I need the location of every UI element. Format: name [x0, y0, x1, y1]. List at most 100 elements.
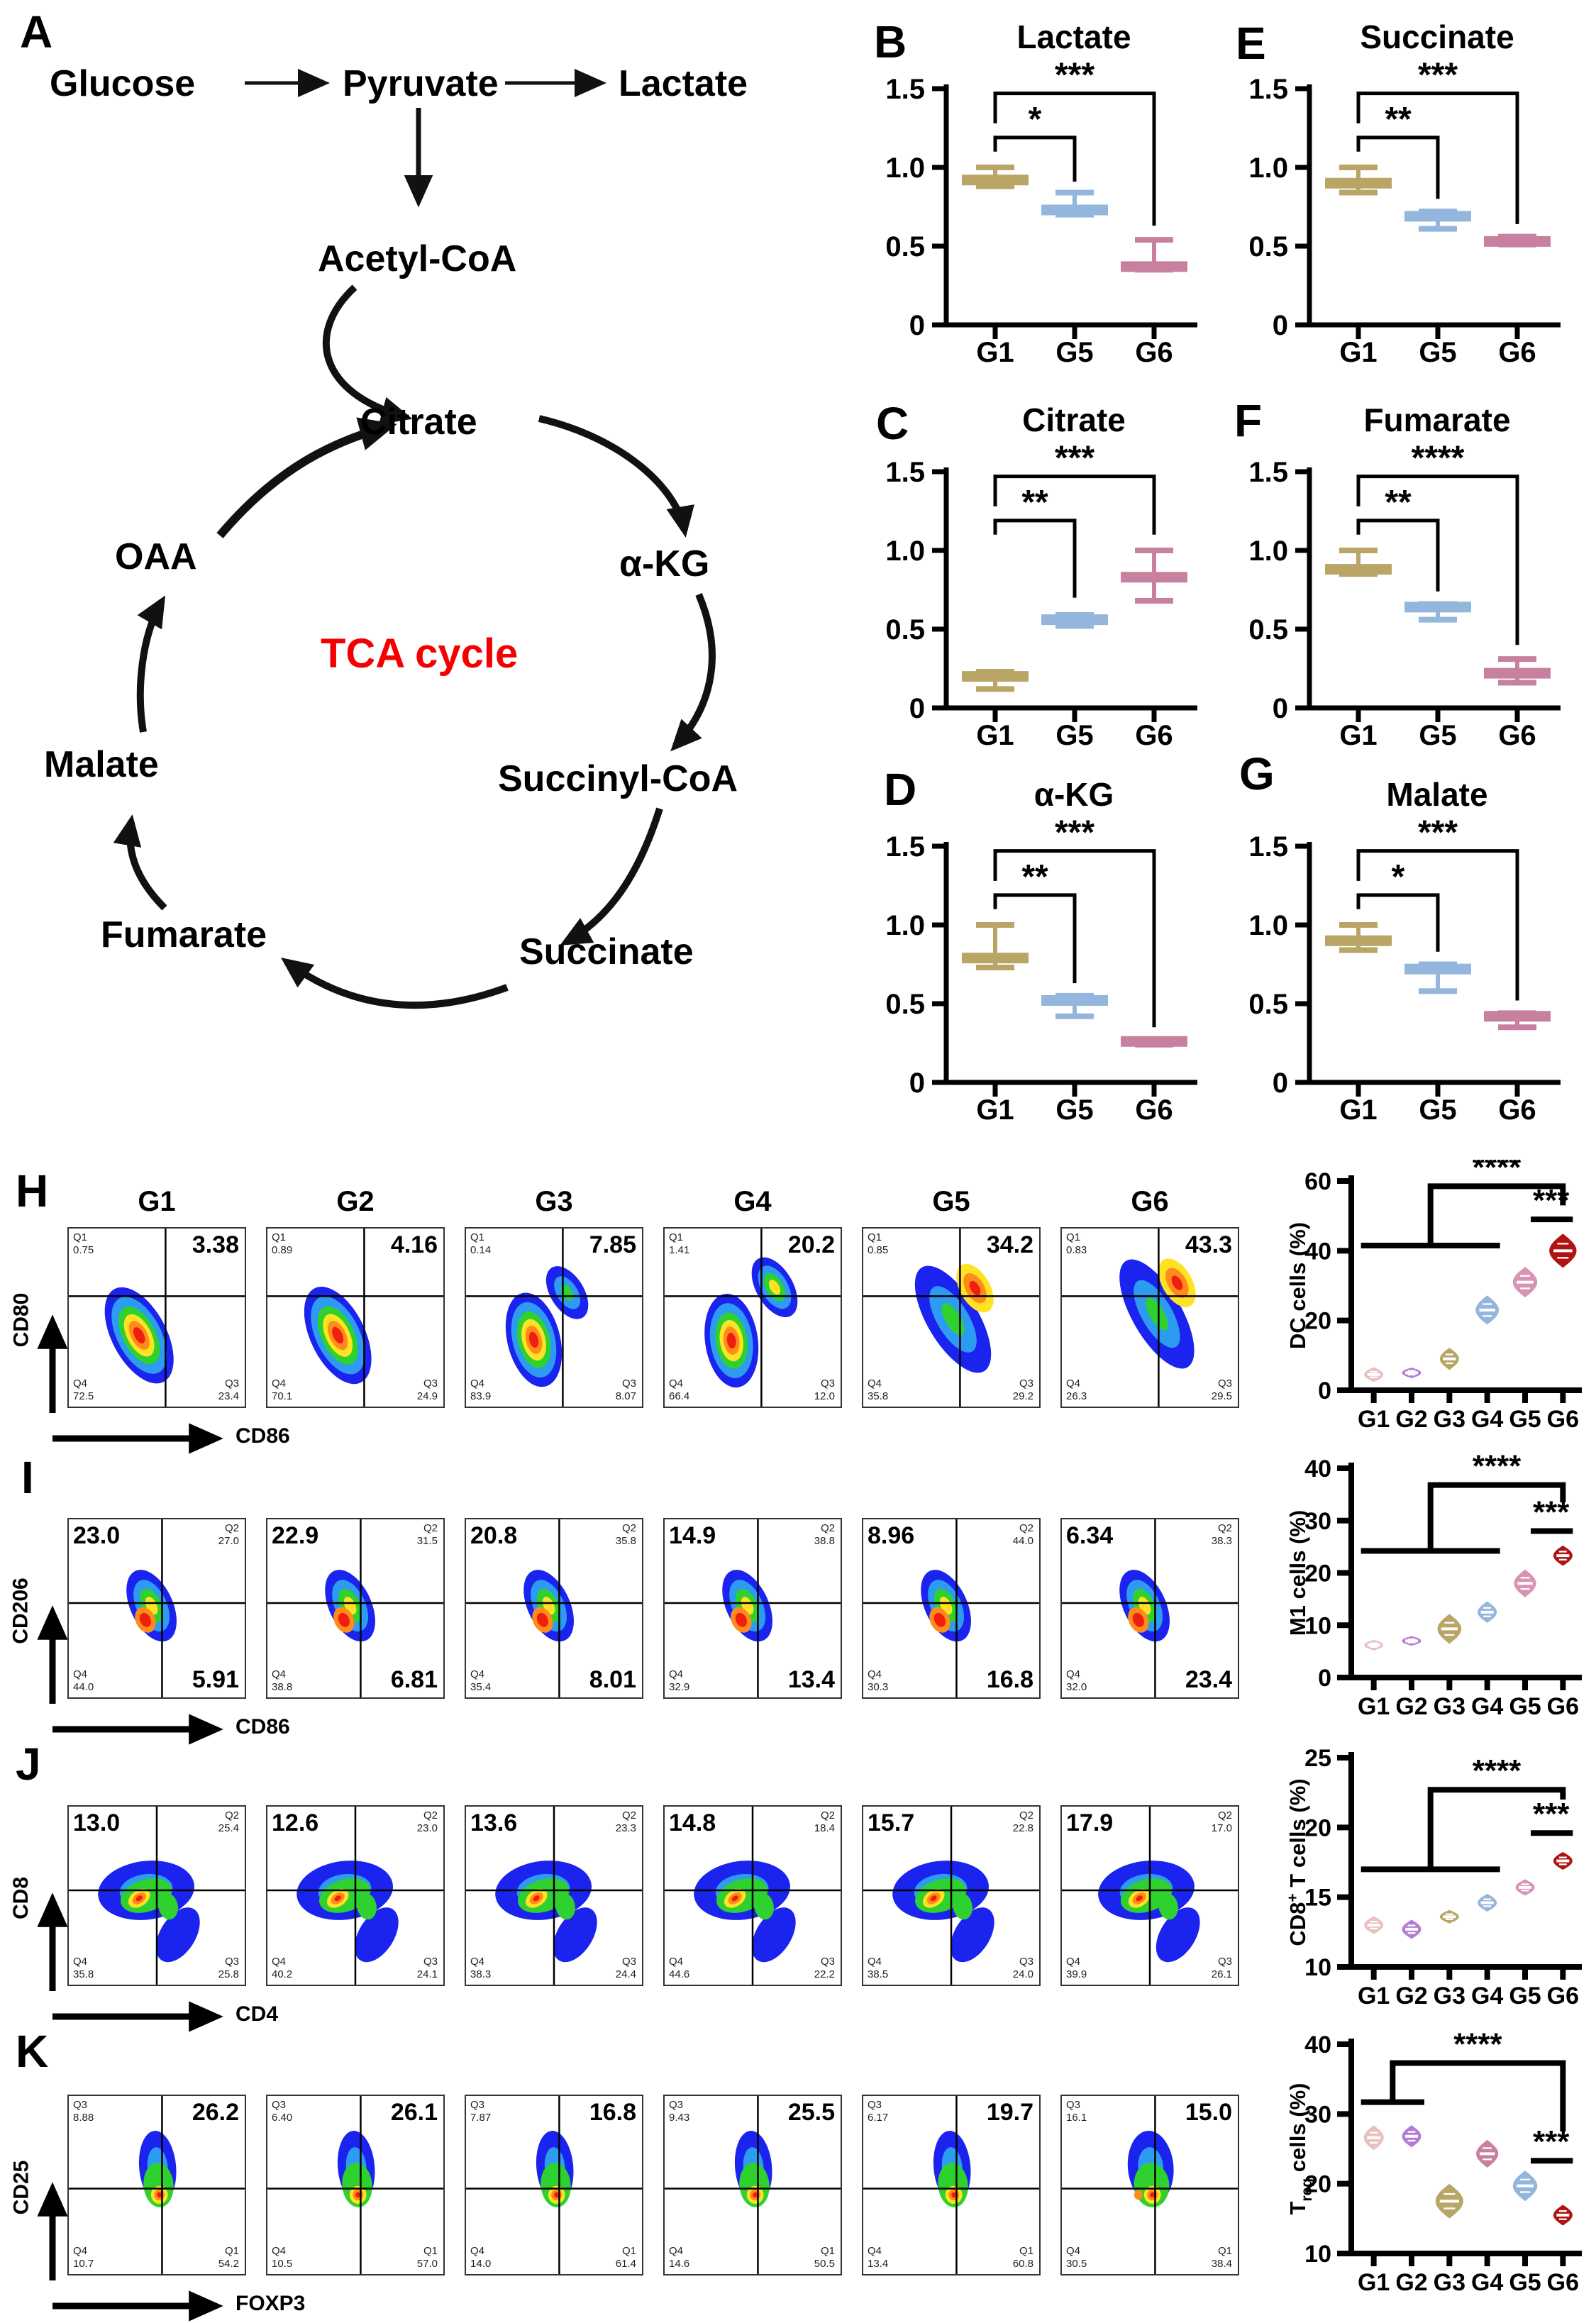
density-ellipse [355, 2192, 361, 2198]
quadrant-stat-q1: Q1 38.4 [1212, 2245, 1232, 2271]
x-tick-label: G6 [1498, 337, 1536, 368]
flow-density-K1 [69, 2096, 245, 2274]
quadrant-stat-q3: Q3 26.1 [1212, 1956, 1232, 1981]
gate-percentage-big: 19.7 [986, 2099, 1033, 2126]
quadrant-stat-q2: Q2 27.0 [218, 1522, 239, 1548]
gate-percentage-big: 4.16 [390, 1231, 438, 1258]
flow-plot-J3: 13.6 Q2 23.3 Q4 38.3 Q3 24.4 [465, 1805, 643, 1986]
quadrant-value: 8.07 [615, 1390, 636, 1402]
flow-y-axis-label-CD8: CD8 [7, 1811, 35, 1985]
quadrant-stat-q3: Q3 25.8 [218, 1956, 239, 1981]
quadrant-name: Q1 [470, 1231, 485, 1243]
quadrant-stat-q4: Q4 30.5 [1066, 2245, 1087, 2271]
quadrant-stat-q4: Q4 38.5 [868, 1956, 888, 1981]
flow-density-H1 [69, 1229, 245, 1407]
density-ellipse [528, 1331, 539, 1348]
quadrant-value: 7.87 [470, 2112, 492, 2124]
density-ellipse [953, 1892, 972, 1920]
density-ellipse [157, 2192, 162, 2198]
sig-bracket [1356, 135, 1440, 199]
y-tick-label: 0 [1318, 1665, 1331, 1692]
sig-bracket [1356, 519, 1440, 592]
quadrant-value: 44.0 [73, 1681, 94, 1693]
quadrant-name: Q4 [868, 1377, 882, 1390]
quadrant-stat-q4: Q4 40.2 [272, 1956, 292, 1981]
quadrant-stat-q4: Q4 39.9 [1066, 1956, 1087, 1981]
x-tick-label: G1 [1358, 2269, 1390, 2296]
flow-axis-arrows-I [37, 1605, 223, 1745]
x-tick-label: G5 [1419, 1094, 1456, 1126]
tca-cycle-label: TCA cycle [321, 631, 519, 677]
x-tick-label: G6 [1547, 1693, 1579, 1720]
x-tick-label: G6 [1547, 1406, 1579, 1433]
flow-density-I4 [665, 1519, 841, 1697]
quadrant-name: Q4 [73, 2245, 88, 2257]
x-tick-label: G1 [1339, 1094, 1377, 1126]
gate-percentage-big: 20.8 [470, 1522, 518, 1549]
quadrant-value: 14.0 [470, 2258, 492, 2270]
y-tick-label: 1.0 [1248, 910, 1288, 941]
quadrant-stat-q4: Q4 44.0 [73, 1668, 94, 1694]
quadrant-stat-q1: Q1 0.75 [73, 1231, 94, 1257]
x-tick-label: G2 [1395, 2269, 1427, 2296]
node-citrate: Citrate [360, 401, 477, 443]
quadrant-stat-q3: Q3 24.4 [616, 1956, 636, 1981]
quadrant-value: 35.8 [868, 1390, 889, 1402]
quadrant-name: Q3 [820, 1956, 835, 1968]
panel-letter-b: B [874, 16, 907, 67]
flow-plot-K1: 26.2 Q3 8.88 Q4 10.7 Q1 54.2 [67, 2095, 246, 2275]
y-tick-label: 1.5 [1248, 74, 1288, 105]
quadrant-name: Q3 [470, 2099, 485, 2111]
metabolite-plot-D: α-KG 0 0.5 1.0 1.5 G1 G5 G6 ***** [885, 776, 1197, 1126]
density-ellipse [1132, 1612, 1144, 1627]
quadrant-name: Q4 [868, 1668, 882, 1680]
quadrant-stat-q3: Q3 23.4 [218, 1377, 239, 1403]
sig-label-major: **** [1473, 1449, 1522, 1484]
x-tick-label: G6 [1135, 1094, 1173, 1126]
density-ellipse [751, 1907, 796, 1963]
quadrant-stat-q4: Q4 38.3 [470, 1956, 491, 1981]
flow-density-K5 [863, 2096, 1039, 2274]
quadrant-name: Q3 [423, 1956, 438, 1968]
density-ellipse [133, 1327, 145, 1344]
node-akg: α-KG [619, 543, 710, 584]
y-tick-label: 10 [1304, 1954, 1331, 1981]
quadrant-value: 24.4 [615, 1968, 636, 1980]
quadrant-stat-q2: Q2 31.5 [417, 1522, 438, 1548]
density-ellipse [554, 2192, 560, 2198]
flow-density-J6 [1062, 1807, 1238, 1985]
flow-x-axis-label-CD86: CD86 [235, 1715, 290, 1739]
x-tick-label: G3 [1434, 1983, 1465, 2009]
y-tick-label: 0.5 [1248, 614, 1288, 645]
flow-density-J3 [466, 1807, 642, 1985]
quadrant-value: 0.75 [73, 1244, 94, 1256]
flow-col-title-G4: G4 [733, 1186, 772, 1217]
flow-axis-arrows-H [37, 1314, 223, 1454]
quadrant-name: Q3 [224, 1377, 239, 1390]
y-tick-label: 1.0 [885, 536, 925, 567]
node-glucose: Glucose [50, 63, 196, 104]
sig-label: * [1392, 858, 1405, 896]
panel-letter-k: K [16, 2026, 49, 2077]
flow-x-axis-label-CD4: CD4 [235, 2002, 279, 2026]
quadrant-value: 23.0 [416, 1822, 438, 1834]
x-tick-label: G2 [1395, 1693, 1427, 1720]
metabolite-plot-F: Fumarate 0 0.5 1.0 1.5 G1 G5 G6 ****** [1248, 401, 1561, 751]
flow-col-title-G2: G2 [336, 1186, 375, 1217]
y-tick-label: 1.5 [1248, 831, 1288, 863]
quadrant-value: 18.4 [814, 1822, 835, 1834]
quadrant-name: Q4 [272, 1956, 287, 1968]
sig-bracket [1356, 893, 1440, 952]
y-tick-label: 0.5 [885, 989, 925, 1020]
quadrant-stat-q4: Q4 32.0 [1066, 1668, 1087, 1694]
node-succinate: Succinate [519, 931, 694, 972]
y-tick-label: 15 [1304, 1885, 1331, 1912]
quadrant-name: Q3 [272, 2099, 287, 2111]
flow-y-axis-label-CD25: CD25 [7, 2100, 35, 2274]
flow-plot-K2: 26.1 Q3 6.40 Q4 10.5 Q1 57.0 [266, 2095, 445, 2275]
density-ellipse [135, 1895, 143, 1902]
quadrant-name: Q3 [868, 2099, 882, 2111]
y-tick-label: 60 [1304, 1168, 1331, 1195]
quadrant-name: Q4 [470, 2245, 485, 2257]
